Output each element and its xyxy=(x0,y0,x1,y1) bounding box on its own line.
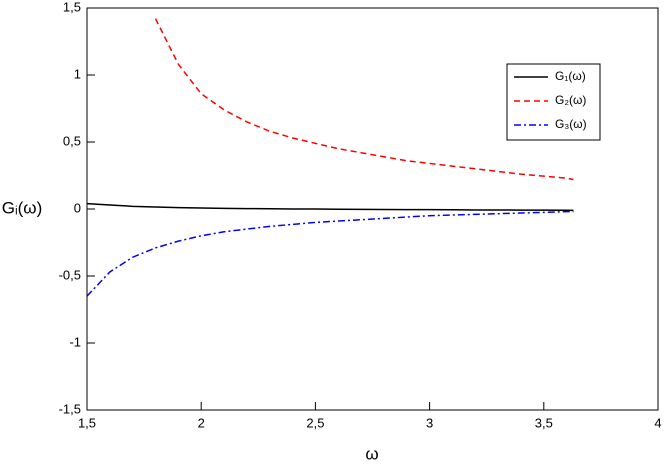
y-axis-title: Gᵢ(ω) xyxy=(2,198,43,217)
y-tick-label: 0 xyxy=(74,200,81,215)
x-tick-label: 1,5 xyxy=(78,415,96,430)
y-tick-label: -1 xyxy=(69,334,81,349)
x-axis-title: ω xyxy=(365,444,378,463)
x-tick-label: 4 xyxy=(654,415,661,430)
x-tick-label: 3 xyxy=(426,415,433,430)
legend-label: G₁(ω) xyxy=(555,69,586,83)
y-tick-label: 1 xyxy=(74,66,81,81)
y-tick-label: 0,5 xyxy=(63,133,81,148)
series-line xyxy=(87,210,574,297)
y-tick-label: -1,5 xyxy=(59,401,81,416)
legend-label: G₃(ω) xyxy=(555,117,587,131)
x-tick-label: 2,5 xyxy=(306,415,324,430)
legend-box xyxy=(506,63,601,141)
series-line xyxy=(87,202,574,212)
legend-label: G₂(ω) xyxy=(555,93,586,107)
x-tick-label: 3,5 xyxy=(535,415,553,430)
series-line xyxy=(154,18,574,181)
y-tick-label: 1,5 xyxy=(63,0,81,14)
y-tick-label: -0,5 xyxy=(59,267,81,282)
x-tick-label: 2 xyxy=(198,415,205,430)
